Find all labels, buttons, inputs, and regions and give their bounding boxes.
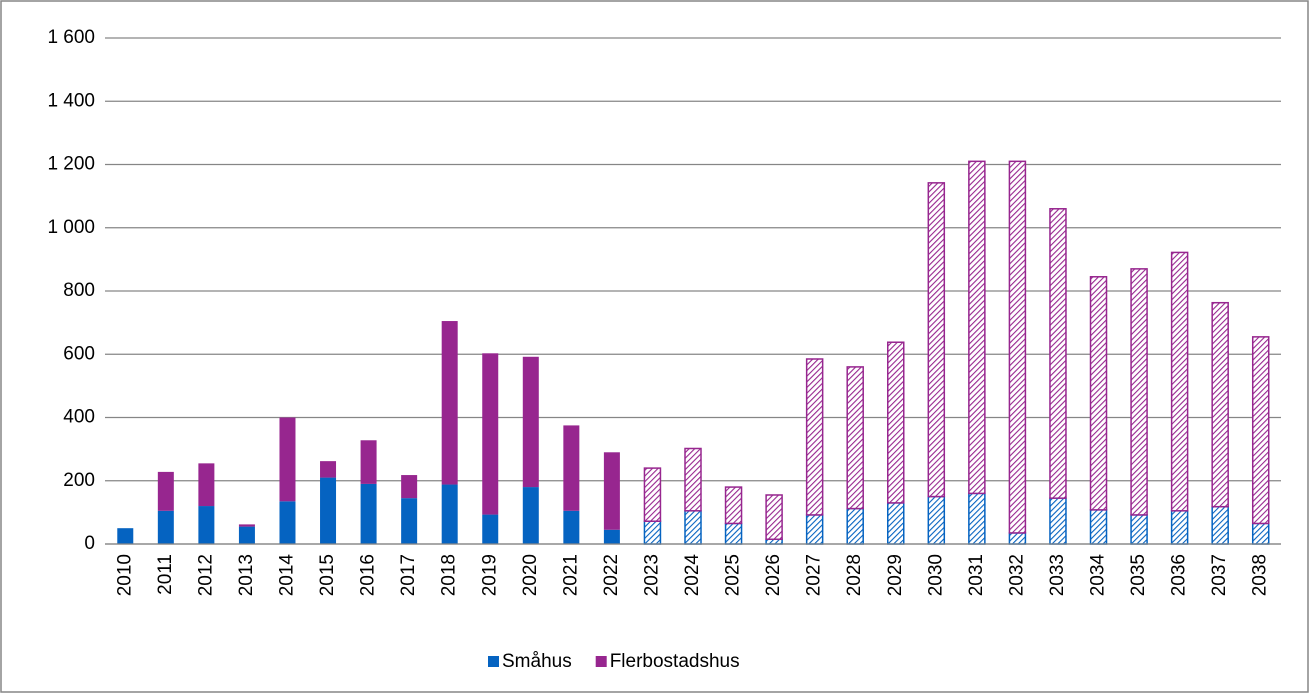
y-tick-label: 800 <box>63 280 95 301</box>
y-tick-label: 1 600 <box>47 27 95 48</box>
bar-segment <box>765 494 783 541</box>
bar-segment <box>643 520 662 545</box>
bar-segment <box>360 440 377 484</box>
bar-segment <box>805 358 824 516</box>
x-tick-label: 2024 <box>682 554 703 597</box>
bar-segment <box>482 514 499 544</box>
y-tick-label: 200 <box>63 470 95 491</box>
bar-segment <box>279 501 296 544</box>
bar-segment <box>157 471 174 511</box>
x-tick-label: 2034 <box>1088 554 1109 597</box>
bar-segment <box>401 475 418 499</box>
bar-segment <box>1251 336 1270 525</box>
bar-segment <box>238 526 255 544</box>
bar-segment <box>157 510 174 544</box>
x-tick-label: 2022 <box>601 554 622 596</box>
y-tick-label: 0 <box>84 533 95 554</box>
x-tick-label: 2012 <box>195 554 216 596</box>
y-tick-label: 600 <box>63 343 95 364</box>
x-tick-label: 2028 <box>844 554 865 596</box>
legend-swatch <box>488 656 499 667</box>
legend-swatch <box>595 656 607 667</box>
bar-segment <box>968 492 986 545</box>
bar-segment <box>684 510 702 545</box>
x-tick-label: 2014 <box>276 554 297 597</box>
bar-segment <box>198 463 215 507</box>
x-tick-label: 2017 <box>398 554 419 596</box>
x-tick-label: 2011 <box>155 554 176 595</box>
bar-segment <box>360 483 377 544</box>
bar-segment <box>846 366 864 510</box>
bar-segment <box>968 160 986 495</box>
bar-segment <box>279 417 296 502</box>
x-tick-label: 2036 <box>1169 554 1190 596</box>
bar-segment <box>1049 497 1067 545</box>
y-tick-label: 1 000 <box>47 217 95 238</box>
bar-segment <box>320 461 337 478</box>
bar-segment <box>1089 276 1108 511</box>
bar-segment <box>603 452 620 530</box>
legend-label: Flerbostadshus <box>610 651 740 672</box>
bar-segment <box>522 487 539 544</box>
x-tick-label: 2016 <box>358 554 379 596</box>
bar-segment <box>238 524 255 527</box>
bar-segment <box>724 522 743 545</box>
bar-segment <box>117 528 134 544</box>
bar-segment <box>441 484 458 544</box>
x-tick-label: 2032 <box>1006 554 1027 596</box>
bar-segment <box>887 341 905 504</box>
x-tick-label: 2031 <box>966 554 987 596</box>
bar-segment <box>522 356 539 488</box>
x-tick-label: 2020 <box>520 554 541 596</box>
x-tick-label: 2019 <box>479 554 500 596</box>
x-tick-label: 2029 <box>885 554 906 596</box>
x-tick-label: 2026 <box>763 554 784 596</box>
x-tick-label: 2018 <box>439 554 460 596</box>
y-tick-label: 1 200 <box>47 154 95 175</box>
bar-segment <box>643 467 662 522</box>
bar-segment <box>684 447 702 512</box>
x-tick-label: 2038 <box>1250 554 1271 596</box>
bar-segment <box>563 510 580 544</box>
x-tick-label: 2015 <box>317 554 338 596</box>
bar-segment <box>198 506 215 544</box>
x-tick-label: 2025 <box>723 554 744 596</box>
x-tick-label: 2023 <box>641 554 662 596</box>
bar-segment <box>1008 532 1027 545</box>
x-tick-label: 2027 <box>804 554 825 596</box>
bar-segment <box>1130 514 1148 545</box>
x-tick-label: 2010 <box>114 554 135 596</box>
bar-segment <box>1211 301 1229 508</box>
bar-segment <box>887 502 905 545</box>
bar-segment <box>927 182 946 498</box>
y-tick-label: 1 400 <box>47 90 95 111</box>
bar-segment <box>846 507 864 545</box>
bar-segment <box>1008 160 1027 534</box>
bar-segment <box>805 514 824 545</box>
bar-segment <box>603 529 620 544</box>
bar-segment <box>1211 505 1229 545</box>
x-tick-label: 2030 <box>925 554 946 596</box>
bar-segment <box>724 486 743 525</box>
legend-label: Småhus <box>502 651 572 672</box>
bar-segment <box>1089 509 1108 545</box>
bar-segment <box>482 353 499 515</box>
bar-segment <box>441 321 458 485</box>
bar-segment <box>927 495 946 545</box>
x-tick-label: 2021 <box>560 554 581 596</box>
bar-segment <box>1251 522 1270 545</box>
y-tick-label: 400 <box>63 407 95 428</box>
bar-segment <box>563 425 580 511</box>
bar-segment <box>1130 268 1148 516</box>
bar-segment <box>1170 510 1189 545</box>
x-tick-label: 2013 <box>236 554 257 596</box>
x-tick-label: 2037 <box>1209 554 1230 596</box>
bar-segment <box>1049 208 1067 499</box>
bar-segment <box>401 498 418 544</box>
x-tick-label: 2033 <box>1047 554 1068 596</box>
x-tick-label: 2035 <box>1128 554 1149 596</box>
bar-segment <box>1170 251 1189 512</box>
bar-segment <box>320 477 337 544</box>
